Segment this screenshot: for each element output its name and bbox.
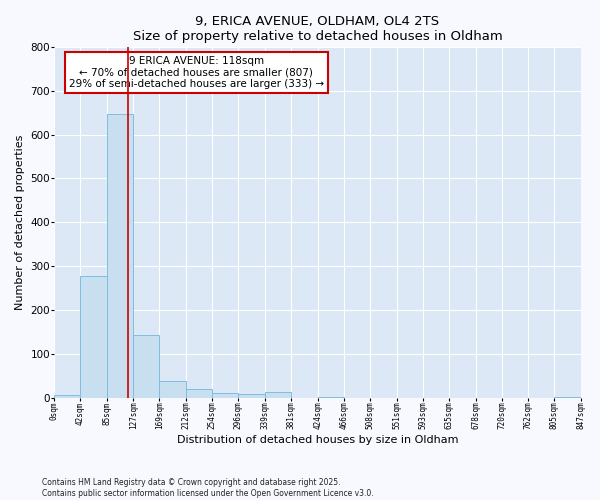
Bar [55,396,80,398]
Title: 9, ERICA AVENUE, OLDHAM, OL4 2TS
Size of property relative to detached houses in: 9, ERICA AVENUE, OLDHAM, OL4 2TS Size of… [133,15,502,43]
Text: Contains HM Land Registry data © Crown copyright and database right 2025.
Contai: Contains HM Land Registry data © Crown c… [42,478,374,498]
Bar [238,394,265,398]
Bar [133,335,160,398]
Bar [265,392,291,398]
Bar [160,382,186,398]
Bar [318,396,344,398]
X-axis label: Distribution of detached houses by size in Oldham: Distribution of detached houses by size … [176,435,458,445]
Text: 9 ERICA AVENUE: 118sqm
← 70% of detached houses are smaller (807)
29% of semi-de: 9 ERICA AVENUE: 118sqm ← 70% of detached… [69,56,324,89]
Bar [107,114,133,398]
Bar [186,389,212,398]
Bar [554,396,580,398]
Y-axis label: Number of detached properties: Number of detached properties [15,134,25,310]
Bar [80,276,107,398]
Bar [212,393,238,398]
